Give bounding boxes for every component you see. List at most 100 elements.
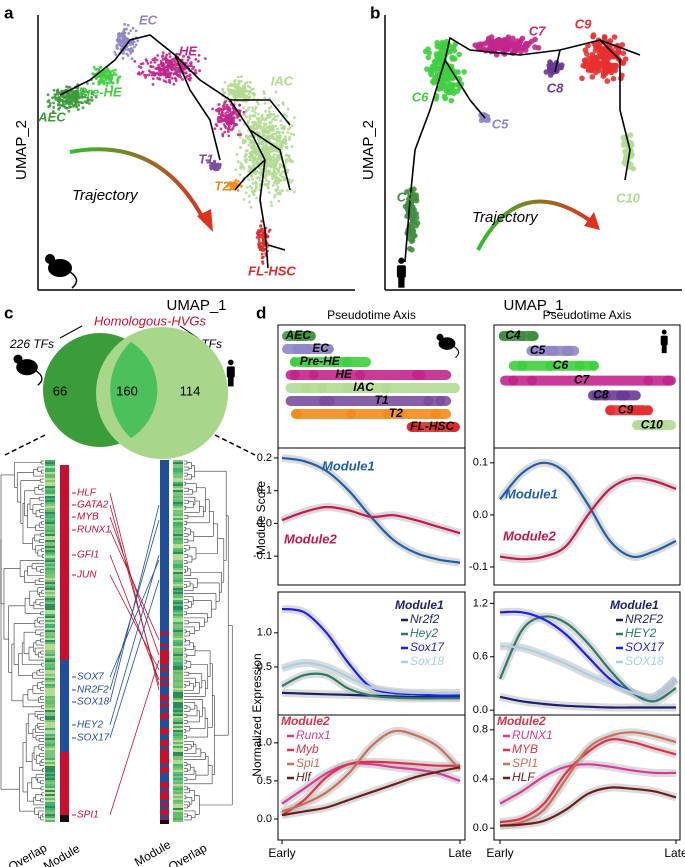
overlap-cell bbox=[173, 796, 183, 798]
cell-point bbox=[248, 141, 252, 145]
cell-point bbox=[221, 87, 225, 91]
cell-point bbox=[87, 102, 91, 105]
overlap-cell bbox=[45, 562, 55, 564]
cell-point bbox=[510, 35, 516, 42]
cell-point bbox=[586, 55, 592, 62]
cell-point bbox=[213, 127, 217, 130]
cluster-span bbox=[526, 345, 580, 356]
cell-point bbox=[628, 161, 634, 168]
cell-point bbox=[584, 51, 590, 57]
cell-point bbox=[156, 76, 160, 80]
y-tick-label: -0.1 bbox=[469, 561, 488, 573]
cell-point bbox=[105, 84, 109, 87]
overlap-cell bbox=[173, 642, 183, 644]
cell-point bbox=[161, 57, 165, 61]
cell-point bbox=[53, 93, 57, 96]
cell-point bbox=[69, 94, 73, 97]
cell-point bbox=[152, 58, 156, 62]
icon-body bbox=[48, 259, 72, 277]
overlap-cell bbox=[173, 506, 183, 508]
overlap-cell bbox=[173, 658, 183, 660]
cell-point bbox=[122, 40, 126, 44]
cell-point bbox=[436, 86, 443, 92]
cell-point bbox=[413, 215, 420, 221]
cell-point bbox=[271, 163, 275, 167]
cell-point bbox=[255, 159, 259, 163]
cell-point bbox=[590, 32, 597, 38]
overlap-cell bbox=[173, 564, 183, 566]
overlap-cell bbox=[45, 812, 55, 814]
cluster-label: EC bbox=[312, 341, 329, 355]
cell-point bbox=[255, 149, 258, 153]
cell-point bbox=[133, 60, 137, 63]
legend-label: SOX18 bbox=[625, 654, 664, 668]
overlap-cell bbox=[45, 722, 55, 724]
cell-point bbox=[227, 118, 231, 122]
cell-point bbox=[229, 122, 233, 125]
overlap-cell bbox=[45, 586, 55, 588]
cell-point bbox=[218, 120, 222, 123]
module-cell bbox=[160, 773, 169, 776]
cell-point bbox=[179, 71, 182, 74]
cell-point bbox=[256, 120, 260, 124]
overlap-cell bbox=[173, 530, 183, 532]
overlap-cell bbox=[173, 696, 183, 698]
legend-label: MYB bbox=[512, 742, 538, 756]
overlap-cell bbox=[45, 708, 55, 710]
overlap-cell bbox=[45, 810, 55, 812]
overlap-cell bbox=[173, 814, 183, 816]
cell-point bbox=[52, 106, 56, 109]
gene-label: GATA2 bbox=[77, 500, 109, 511]
cell-point bbox=[612, 67, 618, 74]
cell-point bbox=[194, 71, 198, 75]
cell-point bbox=[219, 107, 223, 111]
cell-point bbox=[461, 69, 467, 75]
cell-point bbox=[267, 172, 271, 176]
cell-point bbox=[150, 73, 154, 77]
overlap-cell bbox=[45, 726, 55, 728]
icon-legs bbox=[228, 376, 234, 387]
cell-point bbox=[70, 89, 74, 93]
cell-point bbox=[267, 147, 271, 151]
overlap-cell bbox=[173, 662, 183, 664]
cell-point bbox=[116, 78, 120, 82]
overlap-cell bbox=[173, 734, 183, 736]
overlap-cell bbox=[173, 562, 183, 564]
cell-point bbox=[51, 96, 54, 99]
overlap-cell bbox=[173, 626, 183, 628]
overlap-cell bbox=[173, 762, 183, 764]
overlap-cell bbox=[173, 476, 183, 478]
cell-point bbox=[247, 178, 251, 182]
overlap-cell bbox=[45, 614, 55, 616]
cell-point bbox=[286, 131, 290, 134]
overlap-cell bbox=[173, 542, 183, 544]
cell-point bbox=[259, 242, 263, 245]
overlap-cell bbox=[173, 668, 183, 670]
overlap-cell bbox=[173, 628, 183, 630]
trajectory-line bbox=[404, 36, 631, 263]
cell-point bbox=[183, 66, 186, 70]
cell-point bbox=[249, 126, 253, 130]
cell-point bbox=[194, 58, 198, 61]
frame bbox=[277, 324, 466, 586]
overlap-cell bbox=[173, 560, 183, 562]
module-cell bbox=[160, 677, 169, 680]
human-icon bbox=[396, 257, 406, 288]
module-cell bbox=[160, 809, 169, 812]
cell-point bbox=[282, 127, 286, 131]
overlap-cell bbox=[45, 772, 55, 774]
overlap-cell bbox=[173, 660, 183, 662]
cell-point bbox=[131, 42, 135, 46]
overlap-cell bbox=[45, 530, 55, 532]
overlap-cell bbox=[173, 558, 183, 560]
gene-link bbox=[109, 574, 160, 671]
cell-point bbox=[155, 58, 159, 62]
overlap-cell bbox=[173, 522, 183, 524]
overlap-cell bbox=[45, 796, 55, 798]
overlap-cell bbox=[45, 466, 55, 468]
cell-point bbox=[284, 135, 287, 138]
module-cell bbox=[160, 707, 169, 710]
cluster-label: C6 bbox=[553, 358, 569, 372]
overlap-cell bbox=[45, 756, 55, 758]
cell-point bbox=[425, 54, 432, 61]
